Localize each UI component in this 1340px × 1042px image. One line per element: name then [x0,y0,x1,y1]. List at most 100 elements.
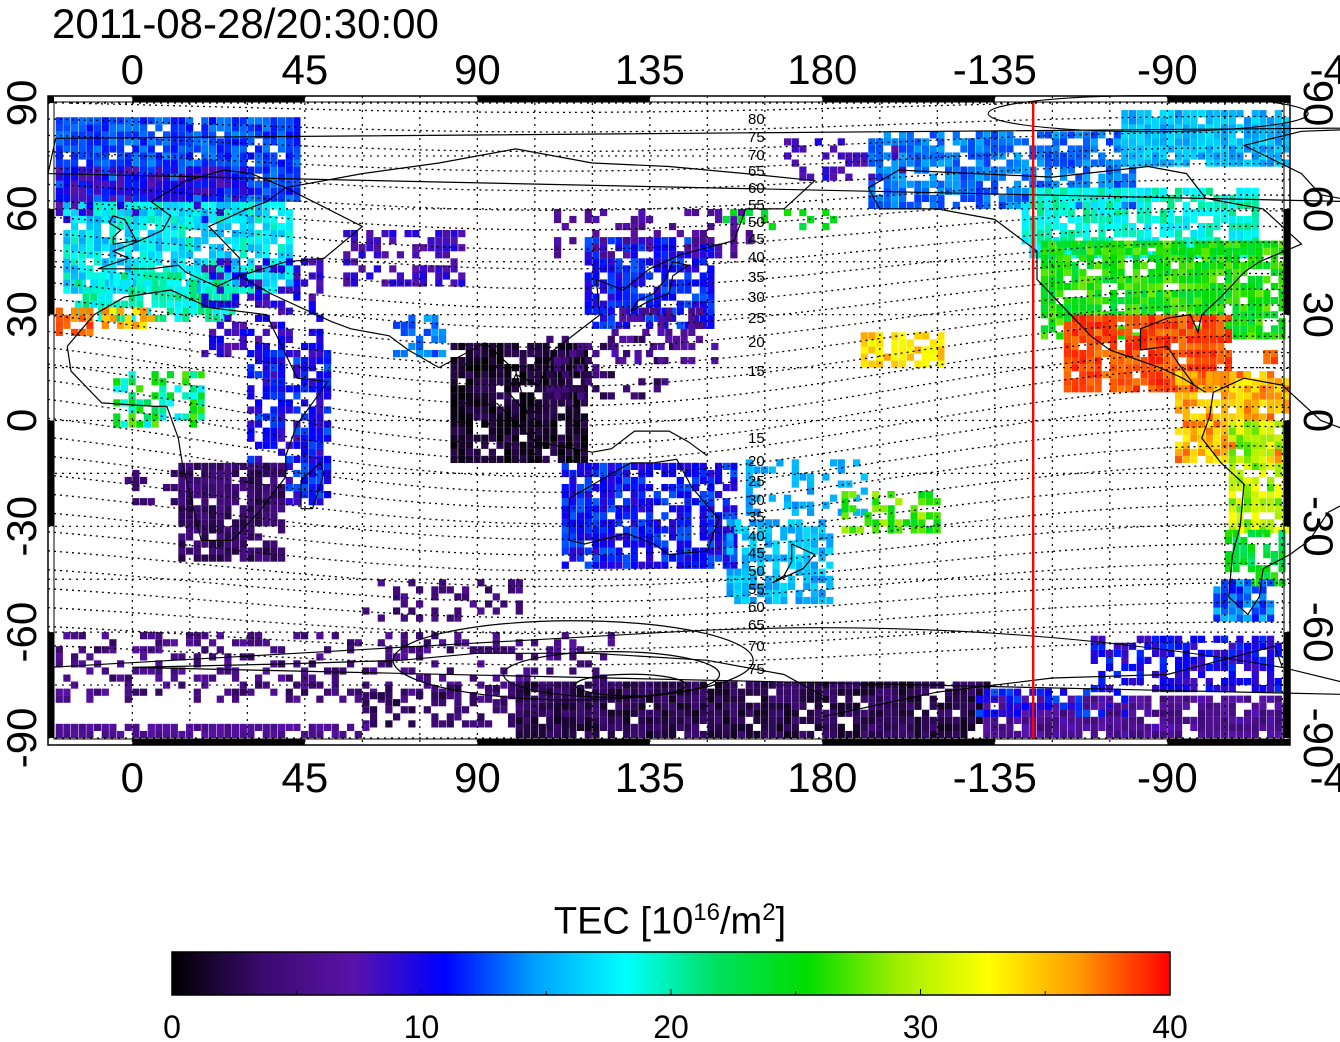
tec-cell [534,441,542,449]
tec-cell [584,660,592,668]
tec-cell [239,279,247,287]
tec-cell [569,646,577,654]
tec-cell [791,480,799,488]
tec-cell [1198,223,1206,231]
tec-cell [787,519,795,527]
tec-cell [86,688,94,696]
tec-cell [577,646,585,654]
tec-cell [692,265,700,273]
tec-cell [166,371,174,379]
tec-cell [1182,406,1190,414]
tec-cell [623,533,631,541]
tec-cell [830,494,838,502]
tec-cell [1167,201,1175,209]
tec-cell [630,286,638,294]
tec-cell [688,321,696,329]
tec-cell [247,554,255,562]
tec-cell [899,201,907,209]
tec-cell [431,685,439,693]
tec-cell [385,699,393,707]
tec-cell [883,138,891,146]
tec-cell [416,600,424,608]
tec-cell [1201,328,1209,336]
tec-cell [393,713,401,721]
tec-cell [1236,614,1244,622]
tec-cell [1198,448,1206,456]
tec-cell [71,208,79,217]
tec-cell [684,244,692,252]
tec-cell [1125,364,1133,372]
tec-cell [63,688,71,696]
tec-cell [822,208,830,217]
tec-cell [511,413,519,421]
tec-cell [350,244,358,252]
tec-cell [1086,314,1094,322]
tec-cell [232,208,240,217]
tec-cell [937,138,945,146]
tec-cell [807,173,815,181]
tec-cell [565,399,573,407]
tec-cell [1198,124,1206,132]
tec-cell [209,258,217,266]
tec-cell [316,406,324,414]
tec-cell [1132,247,1140,255]
tec-cell [1159,223,1167,231]
tec-cell [615,223,623,231]
tec-cell [615,258,623,266]
tec-cell [186,237,194,245]
tec-cell [488,350,496,358]
tec-cell [1251,208,1259,217]
tec-cell [557,441,565,449]
tec-cell [1063,350,1071,358]
tec-cell [193,138,201,146]
tec-cell [707,279,715,287]
tec-cell [1247,275,1255,284]
tec-cell [1228,237,1236,245]
tec-cell [117,279,125,287]
tec-cell [565,420,573,428]
tec-cell [1251,194,1259,202]
tec-cell [569,237,577,245]
tec-cell [1113,251,1121,259]
tec-cell [255,201,263,209]
tec-cell [216,272,224,280]
tec-cell [1251,505,1259,513]
tec-cell [615,244,623,252]
tec-cell [1125,282,1133,291]
tec-cell [952,152,960,160]
tec-cell [630,223,638,231]
tec-cell [496,406,504,414]
tec-cell [1040,290,1048,298]
tec-cell [109,251,117,259]
tec-cell [1121,223,1129,231]
tec-cell [301,258,309,266]
tec-cell [270,427,278,435]
tec-cell [155,124,163,132]
tec-cell [1063,321,1071,329]
tec-cell [278,300,286,308]
tec-cell [542,357,550,365]
tec-cell [1270,247,1278,255]
tec-cell [308,406,316,414]
tec-cell [1232,565,1240,573]
tec-cell [1132,282,1140,291]
tec-cell [209,723,217,731]
tec-cell [450,406,458,414]
tec-cell [1247,304,1255,312]
tec-cell [853,494,861,502]
tec-cell [527,406,535,414]
tec-cell [262,427,270,435]
tec-cell [1201,268,1209,276]
tec-cell [151,406,159,414]
tec-cell [1259,427,1267,435]
tec-cell [569,688,577,696]
tec-cell [458,420,466,428]
tec-cell [680,342,688,351]
tec-cell [496,378,504,386]
tec-cell [787,582,795,590]
tec-cell [925,491,933,499]
tec-cell [170,244,178,252]
tec-cell [1274,399,1282,407]
tec-cell [120,286,128,294]
tec-cell [132,279,140,287]
